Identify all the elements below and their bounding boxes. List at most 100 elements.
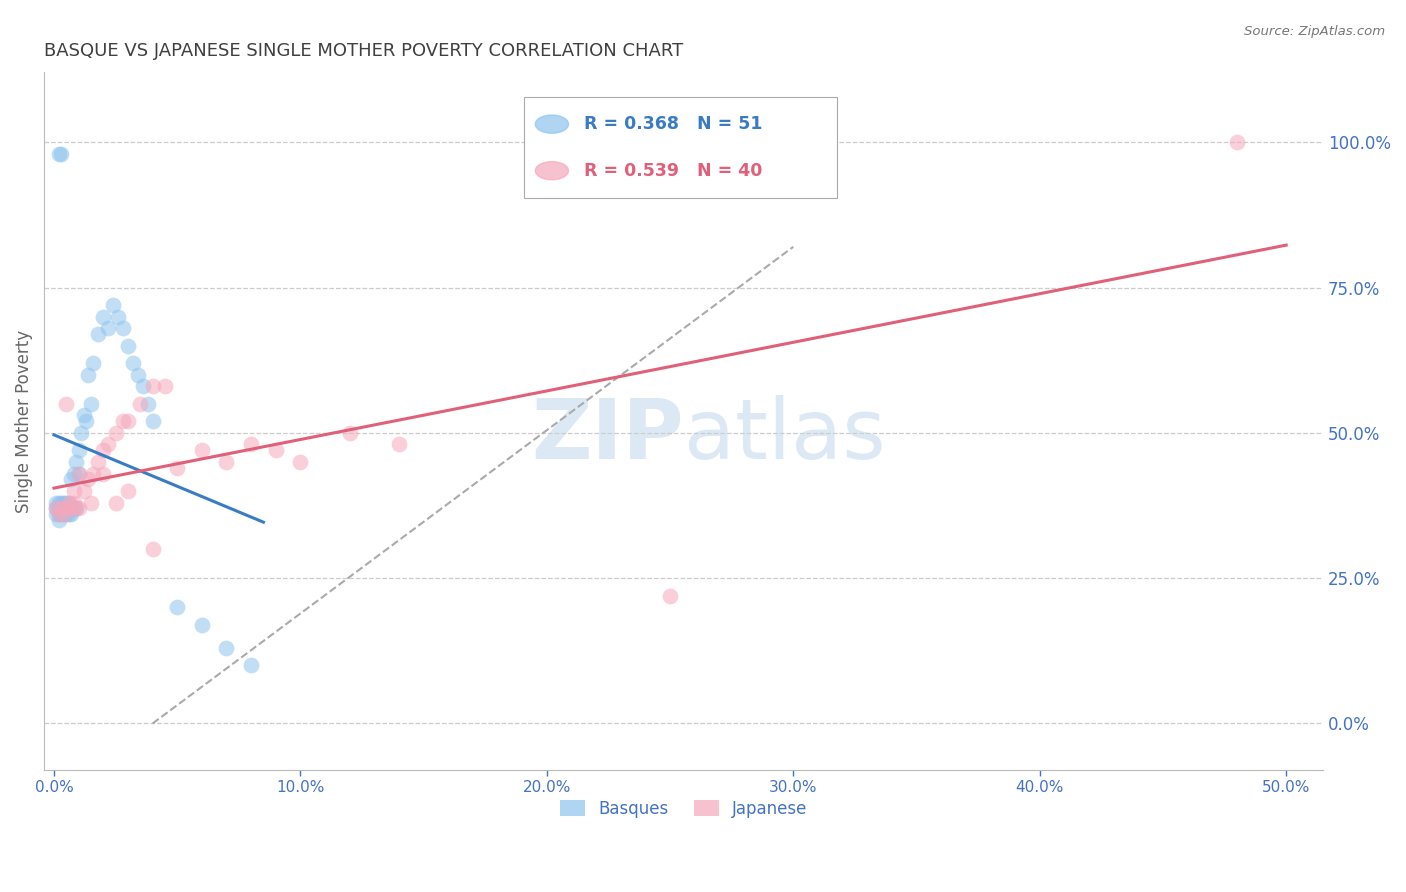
Point xyxy=(72,409,94,423)
Point xyxy=(97,437,120,451)
Point xyxy=(1226,135,1249,149)
Point xyxy=(659,589,682,603)
Point xyxy=(77,472,100,486)
Point xyxy=(65,455,87,469)
Text: BASQUE VS JAPANESE SINGLE MOTHER POVERTY CORRELATION CHART: BASQUE VS JAPANESE SINGLE MOTHER POVERTY… xyxy=(44,42,683,60)
Point xyxy=(45,501,67,516)
Point xyxy=(82,356,104,370)
Point xyxy=(107,310,129,324)
Point xyxy=(290,455,312,469)
Point xyxy=(48,495,70,509)
Point xyxy=(45,507,67,521)
Point xyxy=(52,507,75,521)
Point xyxy=(191,617,214,632)
Point xyxy=(117,414,139,428)
Point xyxy=(51,501,73,516)
Point xyxy=(55,495,77,509)
Circle shape xyxy=(536,115,568,133)
Point xyxy=(60,507,83,521)
Legend: Basques, Japanese: Basques, Japanese xyxy=(554,793,814,824)
Point xyxy=(48,507,70,521)
Point xyxy=(75,414,97,428)
Point xyxy=(45,501,67,516)
Text: Source: ZipAtlas.com: Source: ZipAtlas.com xyxy=(1244,25,1385,38)
Point xyxy=(117,483,139,498)
Point xyxy=(121,356,143,370)
Point xyxy=(62,467,84,481)
Point xyxy=(104,425,127,440)
Y-axis label: Single Mother Poverty: Single Mother Poverty xyxy=(15,330,32,513)
Point xyxy=(45,495,67,509)
Point xyxy=(51,146,73,161)
Point xyxy=(101,298,124,312)
Point xyxy=(58,495,80,509)
Point xyxy=(52,507,75,521)
Point xyxy=(153,379,176,393)
Point xyxy=(240,658,263,673)
Point xyxy=(67,443,90,458)
Point xyxy=(70,425,93,440)
Point xyxy=(87,455,110,469)
Point xyxy=(55,507,77,521)
Text: R = 0.539   N = 40: R = 0.539 N = 40 xyxy=(583,161,762,179)
Point xyxy=(104,495,127,509)
Point xyxy=(131,379,153,393)
Point xyxy=(264,443,287,458)
Point xyxy=(117,338,139,352)
Point xyxy=(215,455,238,469)
Text: atlas: atlas xyxy=(683,394,886,475)
Point xyxy=(67,467,90,481)
Point xyxy=(51,507,73,521)
Point xyxy=(339,425,361,440)
Point xyxy=(62,501,84,516)
FancyBboxPatch shape xyxy=(524,97,837,198)
Point xyxy=(166,600,188,615)
Point xyxy=(191,443,214,458)
Point xyxy=(52,495,75,509)
Point xyxy=(91,467,114,481)
Point xyxy=(60,472,83,486)
Point xyxy=(67,501,90,516)
Point xyxy=(58,495,80,509)
Point xyxy=(55,501,77,516)
Point xyxy=(48,146,70,161)
Point xyxy=(111,414,134,428)
Point xyxy=(58,507,80,521)
Point xyxy=(166,460,188,475)
Circle shape xyxy=(536,161,568,180)
Point xyxy=(55,397,77,411)
Point xyxy=(62,483,84,498)
Point xyxy=(62,495,84,509)
Text: ZIP: ZIP xyxy=(531,394,683,475)
Point xyxy=(48,513,70,527)
Point xyxy=(240,437,263,451)
Point xyxy=(72,483,94,498)
Point xyxy=(77,368,100,382)
Point xyxy=(51,495,73,509)
Point xyxy=(55,501,77,516)
Point xyxy=(127,368,149,382)
Point xyxy=(215,640,238,655)
Point xyxy=(141,379,163,393)
Point xyxy=(65,501,87,516)
Point xyxy=(91,443,114,458)
Point xyxy=(141,414,163,428)
Point xyxy=(60,501,83,516)
Point xyxy=(58,501,80,516)
Point xyxy=(48,501,70,516)
Point xyxy=(388,437,411,451)
Point xyxy=(67,467,90,481)
Point xyxy=(136,397,159,411)
Point xyxy=(82,467,104,481)
Point xyxy=(48,507,70,521)
Point xyxy=(111,321,134,335)
Point xyxy=(80,495,103,509)
Point xyxy=(51,501,73,516)
Point xyxy=(52,501,75,516)
Point xyxy=(87,326,110,341)
Point xyxy=(129,397,152,411)
Point xyxy=(65,501,87,516)
Point xyxy=(141,542,163,557)
Point xyxy=(91,310,114,324)
Text: R = 0.368   N = 51: R = 0.368 N = 51 xyxy=(583,115,762,133)
